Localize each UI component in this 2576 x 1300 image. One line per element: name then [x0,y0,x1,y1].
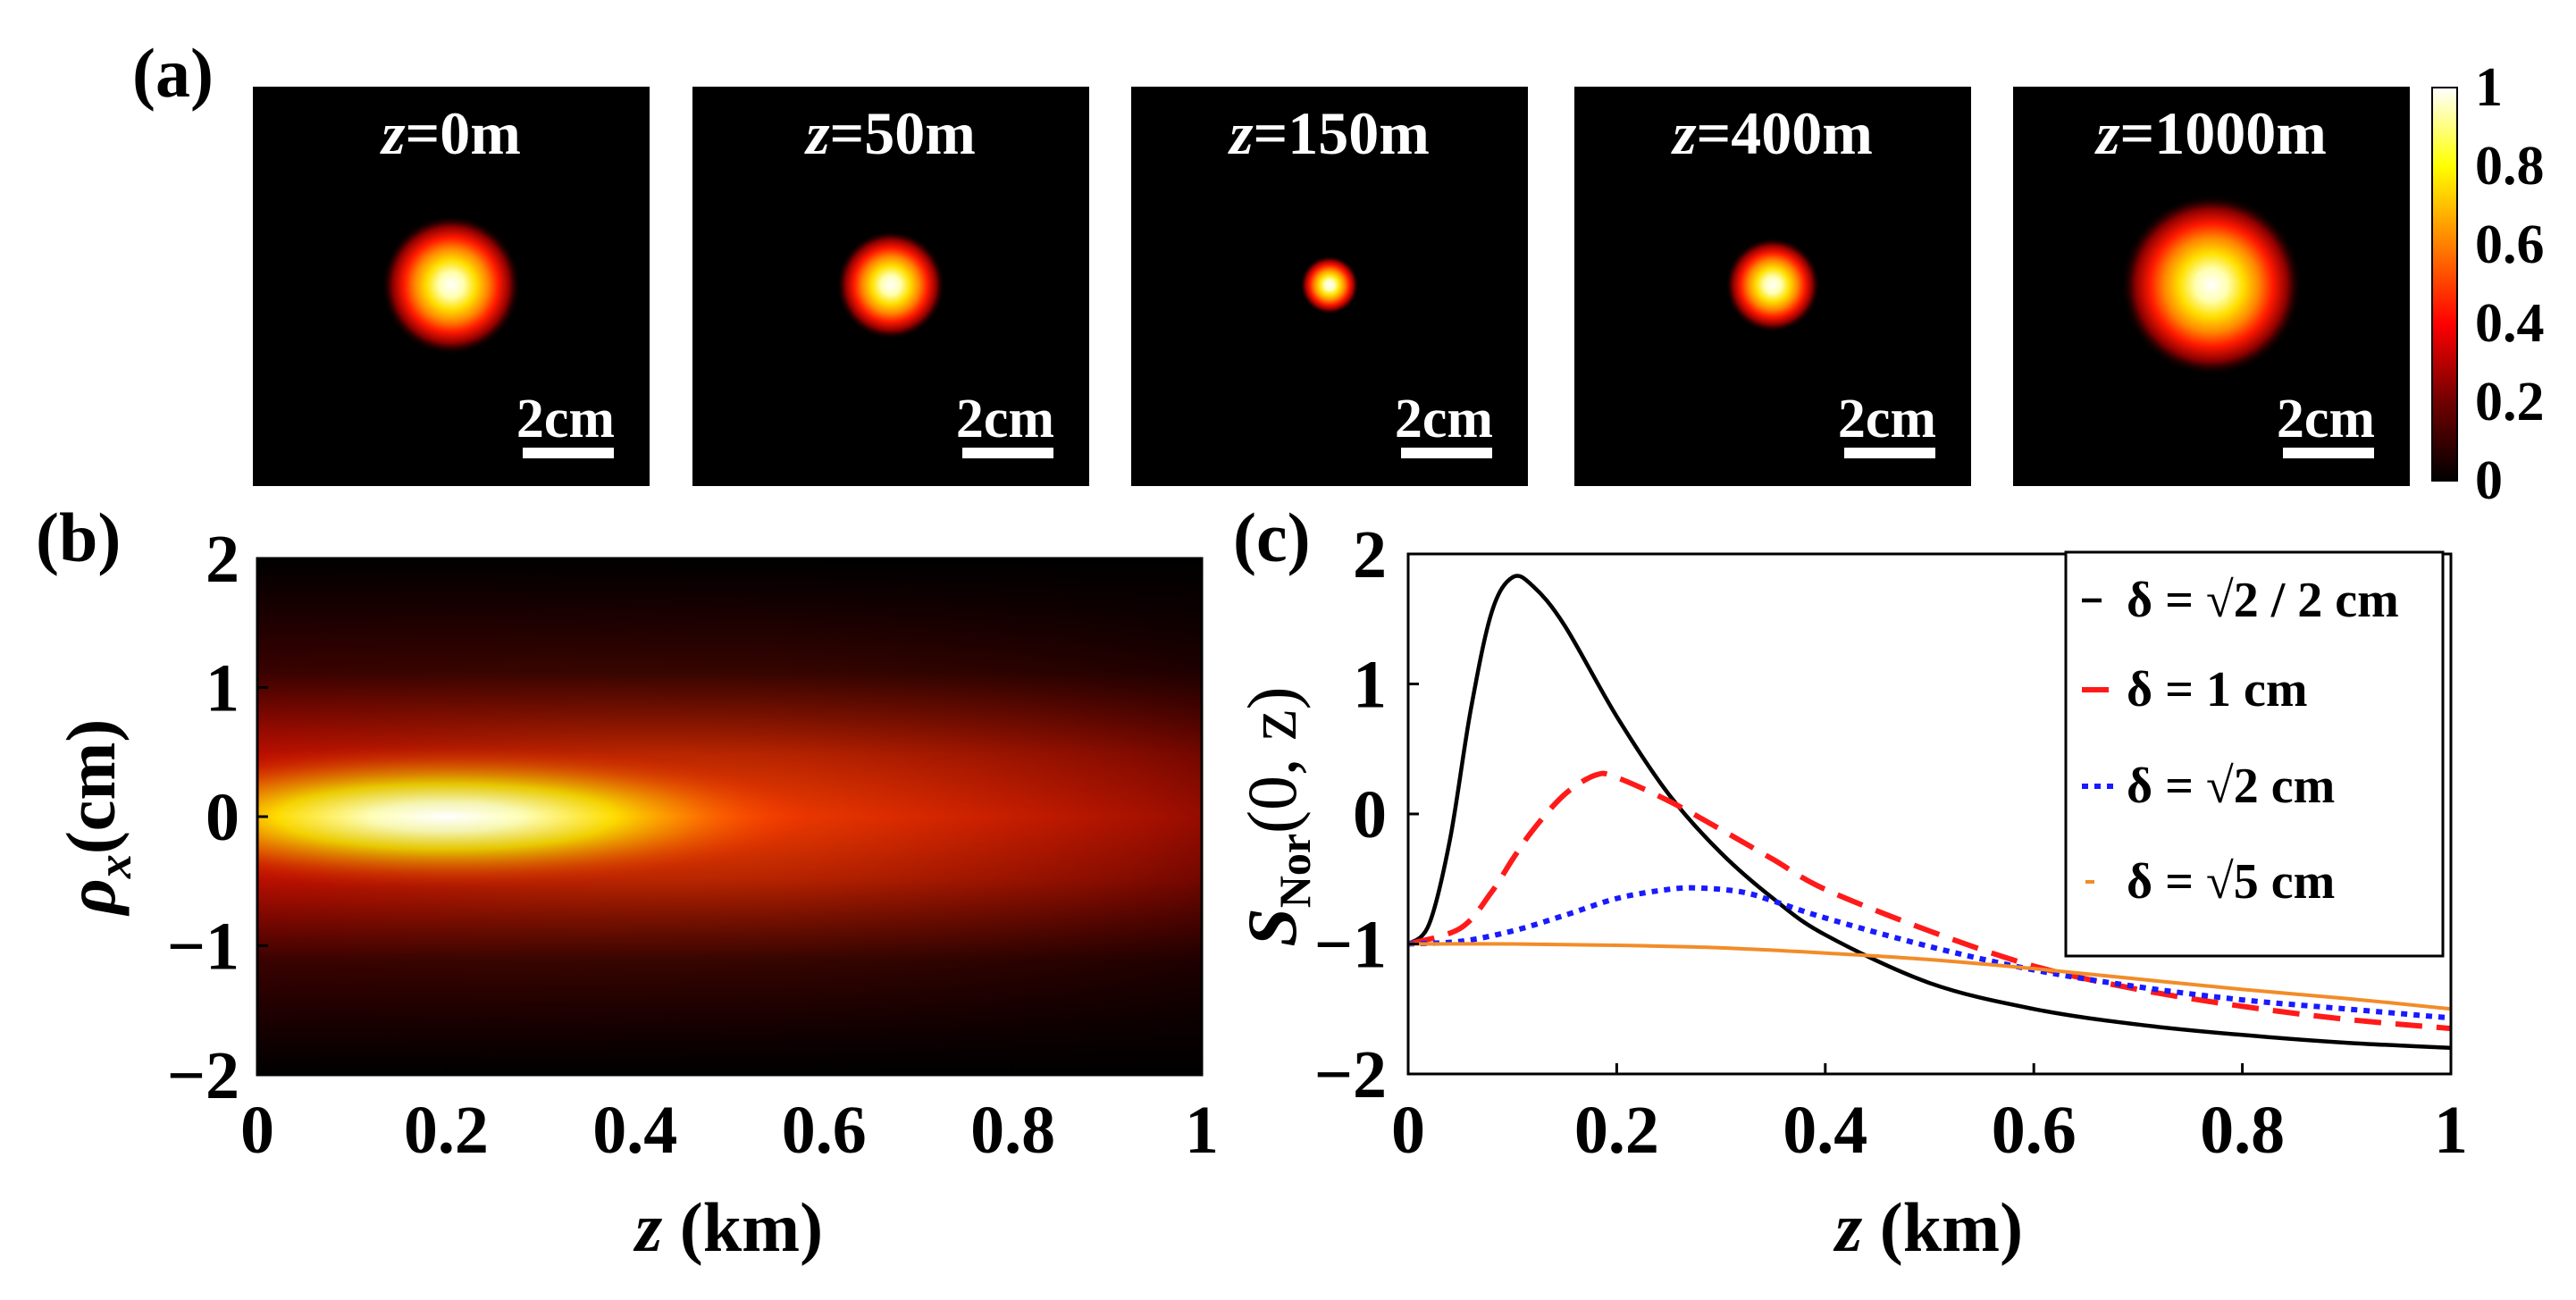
panel-c-ytick: 2 [1353,517,1387,592]
beam-spot-1 [836,231,945,340]
panel-c-xtick: 0 [1391,1093,1425,1168]
scale-bar-3 [1844,448,1935,458]
panel-b-ytick: −2 [167,1038,239,1113]
legend: δ = √2 / 2 cm δ = 1 cm δ = √2 cm δ = √5 cm [2064,550,2445,958]
heatmap-radial-fade [257,558,1202,1075]
panel-b-heatmap: 0 0.2 0.4 0.6 0.8 1 2 1 0 −1 −2 z (km) ρx(cm) [52,522,1219,1266]
panel-b-xlabel: z (km) [633,1188,823,1266]
panel-b-xtick: 0.4 [592,1093,677,1168]
snapshot-title-4: z=1000m [2094,99,2327,167]
colorbar-tick-label: 0.8 [2475,136,2545,197]
panel-b-ylabel: ρx(cm) [52,719,141,917]
scale-bar-label-4: 2cm [2277,389,2375,449]
snapshot-title-0: z=0m [380,99,521,167]
beam-spot-3 [1724,237,1821,333]
scale-bar-1 [962,448,1053,458]
panel-c-ytick: −1 [1314,908,1387,983]
panel-b-ytick: 0 [206,780,239,855]
snapshot-title-3: z=400m [1671,99,1873,167]
colorbar-tick-label: 0 [2475,450,2503,511]
legend-label-2: δ = √2 cm [2127,759,2335,814]
panel-b-xtick: 1 [1185,1093,1219,1168]
colorbar-tick-label: 1 [2475,57,2503,118]
panel-b-xtick: 0.8 [970,1093,1055,1168]
panel-b-ytick: 2 [206,522,239,597]
panel-c-xtick: 1 [2434,1093,2468,1168]
scale-bar-label-2: 2cm [1395,389,1493,449]
scale-bar-label-1: 2cm [956,389,1054,449]
series-line-0 [1408,574,2451,1051]
panel-label-a: (a) [132,34,214,112]
series-line-3 [1408,942,2451,1011]
series-line-1 [1408,770,2451,1032]
panel-b-ytick: −1 [167,910,239,985]
panel-c-xtick: 0.8 [2200,1093,2285,1168]
panel-c-xtick: 0.6 [1992,1093,2077,1168]
panel-c-xtick: 0.2 [1574,1093,1659,1168]
beam-spot-0 [382,215,521,355]
colorbar-tick-label: 0.4 [2475,293,2545,354]
beam-spot-2 [1300,256,1359,315]
panel-b-xtick: 0.2 [404,1093,489,1168]
colorbar-gradient [2431,87,2458,482]
scale-bar-4 [2283,448,2374,458]
colorbar-tick-label: 0.6 [2475,214,2545,275]
legend-label-1: δ = 1 cm [2127,662,2307,717]
panel-c-xtick: 0.4 [1783,1093,1867,1168]
scale-bar-2 [1401,448,1492,458]
snapshot-title-1: z=50m [804,99,976,167]
panel-c-ytick: −2 [1314,1037,1387,1112]
legend-label-0: δ = √2 / 2 cm [2127,573,2399,628]
panel-b-xtick: 0 [240,1093,274,1168]
panel-c-ylabel: SNor(0, z) [1233,686,1320,946]
series-line-2 [1408,885,2451,1021]
snapshot-title-2: z=150m [1228,99,1430,167]
beam-spot-4 [2120,194,2303,376]
panel-label-c: (c) [1233,499,1311,576]
panel-c-ytick: 1 [1353,648,1387,723]
panel-c-ytick: 0 [1353,777,1387,852]
legend-box [2064,550,2445,958]
scale-bar-0 [523,448,614,458]
scale-bar-label-3: 2cm [1838,389,1936,449]
scale-bar-label-0: 2cm [516,389,615,449]
panel-label-b: (b) [36,499,121,576]
colorbar: 1 0.8 0.6 0.4 0.2 0 [2431,57,2545,511]
panel-c-xlabel: z (km) [1833,1188,2023,1266]
legend-label-3: δ = √5 cm [2127,854,2335,910]
panel-b-ytick: 1 [206,651,239,726]
panel-a-snapshots: z=0m 2cm z=50m 2cm z=150m 2cm z=400m 2cm z=1000m… [253,87,2410,486]
colorbar-tick-label: 0.2 [2475,372,2545,432]
panel-b-xtick: 0.6 [782,1093,867,1168]
